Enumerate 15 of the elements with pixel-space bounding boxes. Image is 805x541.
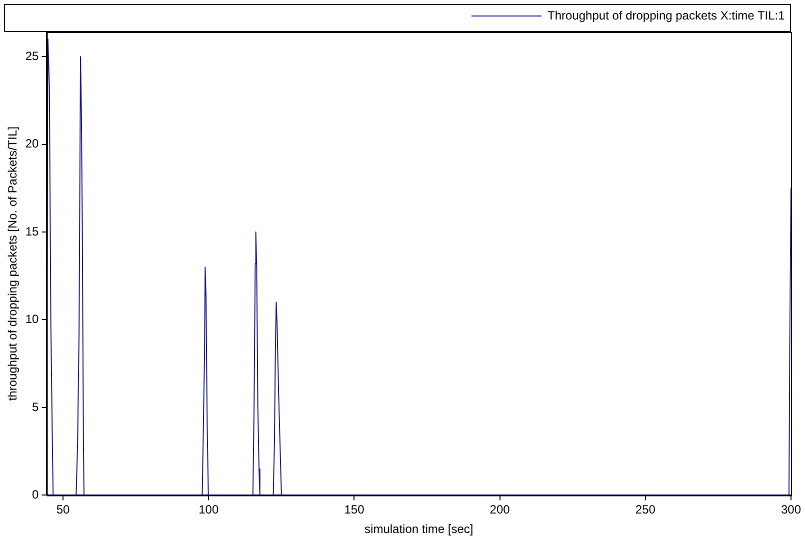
x-tick-label: 200: [490, 502, 510, 517]
text: Throughput of dropping packets X:time TIL:1: [548, 8, 786, 22]
x-tick-label: 100: [198, 502, 219, 517]
x-tick-label: 250: [635, 502, 656, 517]
x-tick-label: 150: [344, 502, 365, 517]
x-tick-label: 300: [780, 502, 802, 517]
y-axis-title: throughput of dropping packets [No. of Packets/TIL]: [6, 126, 20, 401]
y-tick-label: 20: [25, 136, 40, 151]
y-tick-label: 10: [25, 312, 40, 326]
y-tick-label: 5: [32, 400, 40, 414]
y-tick-label: 15: [25, 224, 40, 238]
y-tick-label: 0: [32, 488, 40, 502]
x-axis-title: simulation time [sec]: [364, 522, 474, 536]
y-tick-label: 25: [25, 48, 40, 63]
x-tick-label: 50: [56, 502, 70, 517]
